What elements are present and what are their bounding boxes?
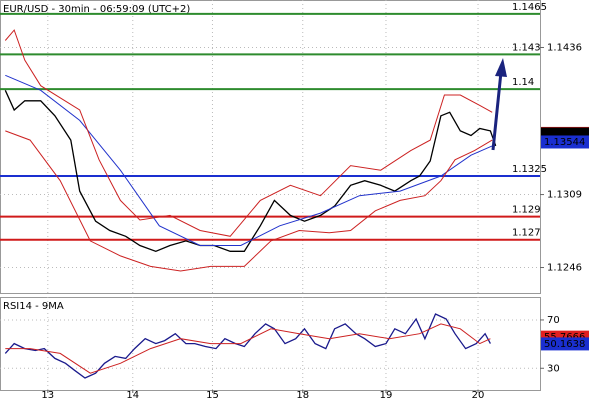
y-tick-label: 1.1436: [547, 42, 582, 53]
level-label: 1.1465: [512, 2, 547, 13]
x-tick-label: 20: [472, 390, 485, 400]
panel-title: RSI14 - 9MA: [3, 301, 64, 312]
x-tick-label: 19: [380, 390, 393, 400]
series-line: [4, 90, 497, 252]
y-tick-label: 1.1246: [547, 263, 582, 274]
price-tag-label: 50.1638: [544, 339, 585, 350]
x-tick-label: 13: [41, 390, 54, 400]
series-line: [5, 323, 491, 374]
forecast-arrow: [491, 58, 507, 151]
price-tag-label: 1.13544: [544, 137, 585, 148]
price-tag: [541, 337, 589, 351]
level-label: 1.127: [512, 228, 541, 239]
series-line: [4, 313, 491, 379]
panel-frame: [0, 297, 541, 391]
x-tick-label: 14: [126, 390, 139, 400]
series-line: [4, 29, 493, 237]
level-label: 1.1325: [512, 164, 547, 175]
price-tag-label: 1.13613: [544, 129, 585, 140]
panel-title: EUR/USD - 30min - 06:59:09 (UTC+2): [3, 4, 190, 15]
series-line: [5, 130, 493, 272]
level-label: 1.129: [512, 205, 541, 216]
panel-frame: [0, 0, 541, 294]
y-tick-label: 30: [547, 363, 560, 374]
y-tick-label: 1.1309: [547, 190, 582, 201]
price-tag: [541, 135, 589, 149]
level-label: 1.14: [512, 77, 534, 88]
level-label: 1.143: [512, 42, 541, 53]
y-tick-label: 70: [547, 315, 560, 326]
x-tick-label: 15: [206, 390, 219, 400]
x-tick-label: 18: [296, 390, 309, 400]
